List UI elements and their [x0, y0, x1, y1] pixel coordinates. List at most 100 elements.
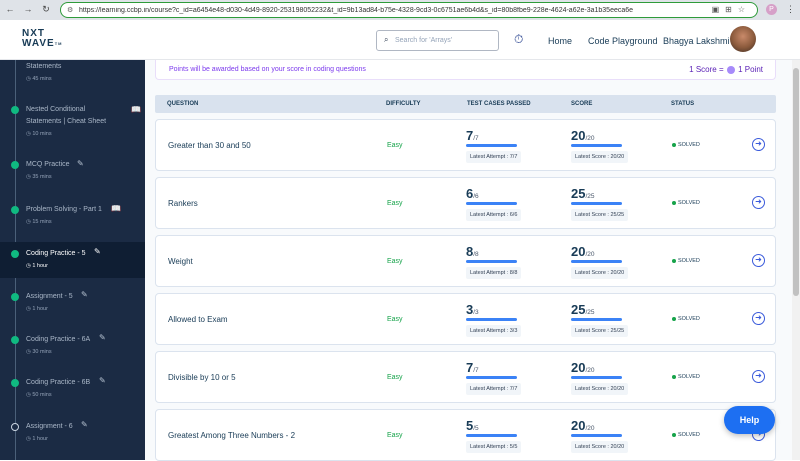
coin-icon — [726, 65, 735, 74]
latest-score-badge: Latest Score : 20/20 — [571, 441, 629, 453]
latest-attempt-badge: Latest Attempt : 3/3 — [466, 325, 522, 337]
nav-home-link[interactable]: Home — [548, 36, 573, 46]
nav-code-playground-link[interactable]: Code Playground — [588, 36, 658, 46]
difficulty-label: Easy — [387, 258, 403, 265]
table-row[interactable]: Allowed to Exam Easy 3/3 Latest Attempt … — [155, 293, 776, 345]
pencil-icon: ✎ — [77, 159, 84, 168]
table-row[interactable]: Rankers Easy 6/6 Latest Attempt : 6/6 25… — [155, 177, 776, 229]
difficulty-label: Easy — [387, 142, 403, 149]
points-banner: Points will be awarded based on your sco… — [155, 60, 776, 80]
difficulty-label: Easy — [387, 316, 403, 323]
course-sidebar: Statements ◷ 45 mins Nested Conditional … — [0, 60, 145, 460]
question-name[interactable]: Divisible by 10 or 5 — [168, 373, 236, 382]
latest-score-badge: Latest Score : 20/20 — [571, 267, 629, 279]
score-value: 20/20 — [571, 360, 595, 375]
pencil-icon: ✎ — [81, 290, 88, 299]
sidebar-item-meta: ◷ 1 hour — [26, 436, 48, 442]
score-progress-bar — [571, 144, 622, 147]
solved-dot-icon — [672, 258, 676, 263]
open-question-arrow-icon[interactable]: ➜ — [752, 138, 765, 151]
question-name[interactable]: Allowed to Exam — [168, 315, 228, 324]
score-value: 20/20 — [571, 244, 595, 259]
sidebar-item-meta: ◷ 45 mins — [26, 76, 52, 82]
score-value: 25/25 — [571, 186, 595, 201]
sidebar-item-meta: ◷ 1 hour — [26, 306, 48, 312]
score-progress-bar — [571, 202, 622, 205]
browser-toolbar: ← → ↻ ⚙ https://learning.ccbp.in/course?… — [0, 0, 800, 20]
latest-score-badge: Latest Score : 25/25 — [571, 325, 629, 337]
search-input[interactable]: ⌕ Search for 'Arrays' — [376, 30, 499, 51]
sidebar-item-meta: ◷ 35 mins — [26, 174, 52, 180]
pencil-icon: ✎ — [81, 420, 88, 429]
question-name[interactable]: Greatest Among Three Numbers - 2 — [168, 431, 296, 440]
tests-progress-bar — [466, 202, 517, 205]
reload-icon[interactable]: ↻ — [42, 4, 50, 14]
open-question-arrow-icon[interactable]: ➜ — [752, 370, 765, 383]
sidebar-item-nested-conditional[interactable]: Nested Conditional Statements | Cheat Sh… — [0, 100, 145, 140]
open-question-arrow-icon[interactable]: ➜ — [752, 312, 765, 325]
table-row[interactable]: Weight Easy 8/8 Latest Attempt : 8/8 20/… — [155, 235, 776, 287]
browser-menu-icon[interactable]: ⋮ — [786, 4, 795, 14]
tests-progress-bar — [466, 144, 517, 147]
address-bar[interactable]: ⚙ https://learning.ccbp.in/course?c_id=a… — [60, 2, 758, 18]
tests-passed: 7/7 — [466, 128, 479, 143]
points-conversion: 1 Score = 1 Point — [689, 65, 763, 74]
book-icon: 📖 — [131, 105, 141, 114]
open-question-arrow-icon[interactable]: ➜ — [752, 196, 765, 209]
tests-progress-bar — [466, 318, 517, 321]
sidebar-item-title: Assignment - 5 — [26, 293, 73, 300]
tests-progress-bar — [466, 434, 517, 437]
sidebar-item-mcq-practice[interactable]: MCQ Practice ✎ ◷ 35 mins — [0, 155, 145, 185]
table-row[interactable]: Divisible by 10 or 5 Easy 7/7 Latest Att… — [155, 351, 776, 403]
question-name[interactable]: Weight — [168, 257, 193, 266]
stopwatch-icon[interactable]: ⏱ — [514, 32, 524, 46]
tests-passed: 6/6 — [466, 186, 479, 201]
column-header-score: SCORE — [571, 101, 593, 107]
sidebar-item-title: Statements — [26, 63, 62, 70]
sidebar-item-coding-practice-6a[interactable]: Coding Practice - 6A ✎ ◷ 30 mins — [0, 328, 145, 358]
back-icon[interactable]: ← — [5, 4, 15, 14]
latest-attempt-badge: Latest Attempt : 6/6 — [466, 209, 522, 221]
site-info-icon[interactable]: ⚙ — [67, 7, 74, 14]
table-row[interactable]: Greater than 30 and 50 Easy 7/7 Latest A… — [155, 119, 776, 171]
avatar[interactable] — [730, 26, 756, 52]
difficulty-label: Easy — [387, 374, 403, 381]
user-name[interactable]: Bhagya Lakshmi — [663, 36, 730, 46]
column-header-tests: TEST CASES PASSED — [467, 101, 531, 107]
tests-passed: 5/5 — [466, 418, 479, 433]
scrollbar-thumb[interactable] — [793, 68, 799, 296]
score-progress-bar — [571, 260, 622, 263]
sidebar-item-title-line2: Statements | Cheat Sheet — [26, 118, 107, 125]
table-row[interactable]: Greatest Among Three Numbers - 2 Easy 5/… — [155, 409, 776, 461]
open-question-arrow-icon[interactable]: ➜ — [752, 254, 765, 267]
tests-passed: 7/7 — [466, 360, 479, 375]
browser-profile-avatar[interactable]: P — [766, 4, 777, 15]
status-badge: SOLVED — [672, 316, 700, 322]
latest-attempt-badge: Latest Attempt : 8/8 — [466, 267, 522, 279]
sidebar-item-assignment-6[interactable]: Assignment - 6 ✎ ◷ 1 hour — [0, 415, 145, 445]
sidebar-item-coding-practice-5[interactable]: Coding Practice - 5 ✎ ◷ 1 hour — [0, 242, 145, 278]
sidebar-item-statements[interactable]: Statements ◷ 45 mins — [0, 60, 145, 90]
sidebar-item-meta: ◷ 15 mins — [26, 219, 52, 225]
sidebar-item-coding-practice-6b[interactable]: Coding Practice - 6B ✎ ◷ 50 mins — [0, 371, 145, 401]
address-bar-actions[interactable]: ▣⊞☆ — [711, 5, 751, 14]
completed-icon — [11, 293, 19, 301]
nxtwave-logo[interactable]: NXT WAVETM — [22, 29, 63, 49]
tests-progress-bar — [466, 260, 517, 263]
score-value: 25/25 — [571, 302, 595, 317]
score-value: 20/20 — [571, 128, 595, 143]
sidebar-item-meta: ◷ 30 mins — [26, 349, 52, 355]
search-icon: ⌕ — [384, 35, 389, 44]
question-name[interactable]: Rankers — [168, 199, 198, 208]
sidebar-item-title: Assignment - 6 — [26, 423, 73, 430]
logo-text-top: NXT — [22, 28, 45, 39]
column-header-question: QUESTION — [167, 101, 199, 107]
forward-icon[interactable]: → — [23, 4, 33, 14]
help-button[interactable]: Help — [724, 406, 775, 434]
question-name[interactable]: Greater than 30 and 50 — [168, 141, 251, 150]
scrollbar[interactable] — [792, 60, 800, 460]
sidebar-item-problem-solving[interactable]: Problem Solving - Part 1 📖 ◷ 15 mins — [0, 198, 145, 228]
difficulty-label: Easy — [387, 200, 403, 207]
completed-icon — [11, 161, 19, 169]
sidebar-item-assignment-5[interactable]: Assignment - 5 ✎ ◷ 1 hour — [0, 285, 145, 315]
